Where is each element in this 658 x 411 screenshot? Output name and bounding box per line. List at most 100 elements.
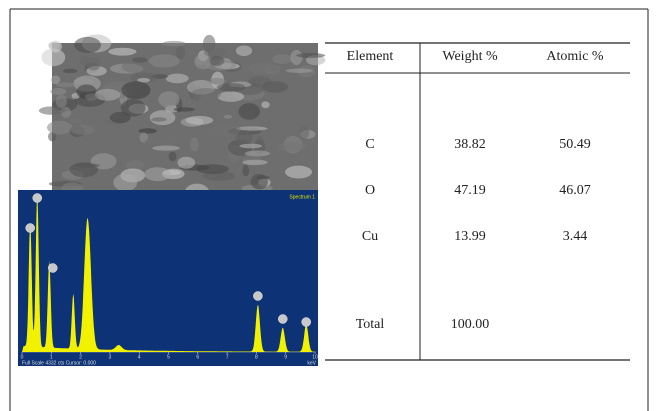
sem-texture	[290, 49, 303, 66]
peak-marker	[48, 263, 58, 273]
sem-texture	[223, 114, 233, 119]
sem-texture	[238, 103, 261, 120]
sem-texture	[185, 115, 214, 125]
sem-texture	[285, 165, 313, 179]
table-header: Element	[347, 49, 394, 64]
sem-texture	[74, 36, 102, 53]
sem-texture	[235, 126, 268, 131]
sem-texture	[138, 128, 157, 134]
sem-texture	[85, 93, 99, 101]
sem-texture	[162, 40, 186, 47]
sem-texture	[285, 68, 313, 73]
sem-texture	[217, 91, 245, 102]
sem-texture	[74, 78, 94, 84]
sem-texture	[75, 163, 100, 168]
x-tick-label: 6	[196, 354, 199, 360]
peak-marker	[278, 314, 288, 324]
spectrum-peaks	[22, 196, 315, 352]
table-cell: 3.44	[563, 229, 588, 244]
spectrum-title: Spectrum 1	[289, 194, 315, 200]
sem-texture	[173, 107, 195, 112]
sem-texture	[158, 91, 180, 108]
sem-texture	[46, 120, 73, 135]
spectrum-unit: keV	[307, 360, 316, 366]
x-tick-label: 4	[138, 354, 141, 360]
sem-texture	[121, 81, 151, 100]
sem-texture	[70, 124, 95, 135]
sem-texture	[113, 173, 138, 192]
x-tick-label: 5	[167, 354, 170, 360]
sem-texture	[277, 141, 309, 152]
sem-texture	[125, 159, 145, 172]
sem-texture	[248, 62, 277, 75]
sem-texture	[130, 72, 158, 84]
sem-texture	[296, 52, 326, 58]
frame	[9, 8, 649, 411]
table-cell: Total	[356, 317, 385, 332]
sem-texture	[108, 47, 137, 56]
sem-texture	[62, 68, 78, 74]
sem-texture	[239, 143, 263, 149]
sem-texture	[50, 75, 61, 85]
sem-texture	[144, 167, 171, 182]
sem-texture	[38, 106, 66, 115]
sem-texture	[272, 54, 293, 65]
peak-marker	[301, 317, 311, 327]
sem-texture	[86, 57, 101, 71]
sem-texture	[56, 82, 76, 88]
sem-texture	[109, 111, 131, 124]
x-tick-label: 3	[109, 354, 112, 360]
peak-marker	[32, 193, 42, 203]
sem-texture	[235, 130, 253, 146]
sem-texture	[175, 46, 186, 60]
spectrum-footer: Full Scale 4332 cts Cursor: 0.000	[22, 360, 96, 366]
sem-texture	[242, 159, 268, 166]
sem-texture	[69, 118, 83, 123]
table-header: Atomic %	[546, 49, 603, 64]
sem-texture	[177, 156, 196, 169]
sem-texture	[217, 82, 246, 92]
sem-texture	[203, 34, 216, 53]
table-header: Weight %	[442, 49, 498, 64]
table-cell: C	[365, 137, 374, 152]
table	[325, 42, 630, 361]
sem-texture	[165, 73, 189, 84]
sem-texture	[242, 164, 250, 177]
sem-texture	[137, 77, 151, 83]
sem-texture	[144, 138, 175, 146]
sem-texture	[208, 77, 227, 85]
sem-texture	[196, 164, 229, 174]
sem-texture	[168, 151, 177, 162]
table-cell: 38.82	[454, 137, 486, 152]
x-tick-label: 1	[50, 354, 53, 360]
table-text: Element Weight % Atomic % C 38.82 50.49 O 47.19…	[347, 49, 604, 332]
sem-texture	[131, 57, 148, 63]
table-cell: Cu	[362, 229, 378, 244]
table-cell: 50.49	[559, 137, 591, 152]
sem-texture	[299, 125, 310, 140]
x-tick-label: 8	[255, 354, 258, 360]
x-tick-label: 7	[226, 354, 229, 360]
sem-texture	[191, 88, 222, 100]
table-cell: 100.00	[451, 317, 490, 332]
sem-texture	[209, 55, 225, 66]
peak-marker	[253, 291, 263, 301]
sem-texture	[74, 143, 86, 149]
sem-texture	[41, 48, 66, 67]
sem-texture	[121, 60, 154, 74]
peak-marker	[25, 223, 35, 233]
sem-texture	[244, 150, 271, 157]
sem-texture	[235, 45, 253, 57]
sem-texture	[120, 99, 146, 117]
sem-texture	[55, 94, 67, 108]
sem-texture	[250, 173, 268, 190]
table-cell: 13.99	[454, 229, 486, 244]
sem-texture	[152, 145, 180, 151]
eds-spectrum: Spectrum 1 Full Scale 4332 cts Cursor: 0…	[18, 190, 318, 366]
x-tick-label: 2	[79, 354, 82, 360]
sem-texture	[148, 54, 180, 68]
sem-texture	[50, 88, 67, 96]
table-cell: O	[365, 183, 375, 198]
table-cell: 46.07	[559, 183, 591, 198]
